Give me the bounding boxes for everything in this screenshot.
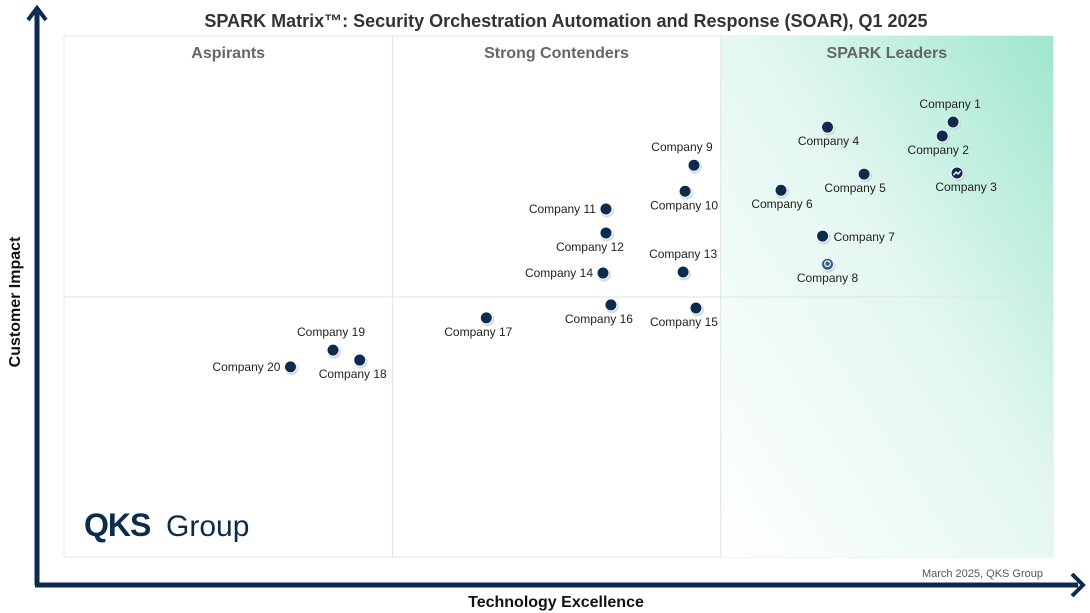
- marker: [935, 129, 949, 143]
- data-point-company-7[interactable]: Company 7: [816, 229, 896, 245]
- marker: [599, 226, 613, 240]
- data-point-company-12[interactable]: Company 12: [556, 226, 624, 254]
- data-point-company-16[interactable]: Company 16: [565, 298, 633, 326]
- marker: [821, 120, 835, 134]
- data-point-company-3[interactable]: Company 3: [935, 166, 997, 194]
- point-label: Company 20: [212, 360, 280, 374]
- marker: [326, 343, 340, 357]
- data-point-company-15[interactable]: Company 15: [650, 301, 718, 329]
- point-label: Company 17: [444, 325, 512, 339]
- data-point-company-5[interactable]: Company 5: [824, 167, 886, 195]
- leaders-quadrant: [720, 36, 1053, 557]
- marker: [689, 301, 703, 315]
- point-label: Company 2: [908, 143, 970, 157]
- point-label: Company 15: [650, 315, 718, 329]
- marker: [774, 183, 788, 197]
- data-point-company-19[interactable]: Company 19: [297, 325, 365, 359]
- data-point-company-17[interactable]: Company 17: [444, 311, 513, 339]
- marker: [678, 184, 692, 198]
- point-label: Company 9: [651, 140, 713, 154]
- chart-title: SPARK Matrix™: Security Orchestration Au…: [204, 11, 927, 31]
- marker: [676, 265, 690, 279]
- data-point-company-1[interactable]: Company 1: [919, 97, 981, 131]
- credit-text: March 2025, QKS Group: [922, 568, 1043, 580]
- point-label: Company 6: [751, 197, 813, 211]
- y-axis-label: Customer Impact: [7, 236, 24, 367]
- data-point-company-6[interactable]: Company 6: [751, 183, 813, 211]
- x-axis-label: Technology Excellence: [468, 594, 644, 611]
- data-point-company-8[interactable]: Company 8: [797, 257, 859, 285]
- point-label: Company 14: [525, 266, 593, 280]
- data-point-company-20[interactable]: Company 20: [212, 360, 299, 376]
- marker: [479, 311, 493, 325]
- point-label: Company 5: [824, 181, 886, 195]
- point-label: Company 3: [935, 180, 997, 194]
- data-point-company-2[interactable]: Company 2: [908, 129, 970, 157]
- point-label: Company 18: [319, 367, 387, 381]
- point-label: Company 11: [529, 202, 596, 216]
- marker: [857, 167, 871, 181]
- marker: [946, 115, 960, 129]
- quadrant-label-strong-contenders: Strong Contenders: [484, 45, 629, 62]
- marker: [604, 298, 618, 312]
- point-label: Company 10: [650, 198, 718, 212]
- trend-icon: [953, 170, 962, 176]
- quadrant-label-spark-leaders: SPARK Leaders: [827, 45, 948, 62]
- marker: [816, 229, 830, 243]
- lightbulb-icon: [824, 260, 831, 268]
- data-point-company-13[interactable]: Company 13: [649, 247, 717, 281]
- marker: [353, 353, 367, 367]
- y-axis: [26, 4, 48, 585]
- point-label: Company 8: [797, 271, 859, 285]
- point-label: Company 13: [649, 247, 717, 261]
- point-label: Company 1: [919, 97, 981, 111]
- x-axis: [35, 572, 1086, 598]
- marker: [821, 257, 835, 271]
- qks-group-logo: QKS Group: [84, 507, 249, 543]
- data-point-company-10[interactable]: Company 10: [650, 184, 718, 212]
- marker: [283, 360, 297, 374]
- point-label: Company 12: [556, 240, 624, 254]
- data-point-company-18[interactable]: Company 18: [319, 353, 387, 381]
- data-point-company-14[interactable]: Company 14: [525, 266, 612, 282]
- point-label: Company 4: [798, 134, 860, 148]
- data-point-company-4[interactable]: Company 4: [798, 120, 860, 148]
- point-label: Company 16: [565, 312, 633, 326]
- data-point-company-9[interactable]: Company 9: [651, 140, 713, 174]
- marker: [596, 266, 610, 280]
- quadrant-label-aspirants: Aspirants: [191, 45, 265, 62]
- data-point-company-11[interactable]: Company 11: [529, 202, 614, 218]
- svg-text:Group: Group: [166, 510, 249, 543]
- point-label: Company 7: [834, 230, 896, 244]
- svg-text:QKS: QKS: [84, 507, 151, 543]
- marker: [687, 158, 701, 172]
- marker: [599, 202, 613, 216]
- point-label: Company 19: [297, 325, 365, 339]
